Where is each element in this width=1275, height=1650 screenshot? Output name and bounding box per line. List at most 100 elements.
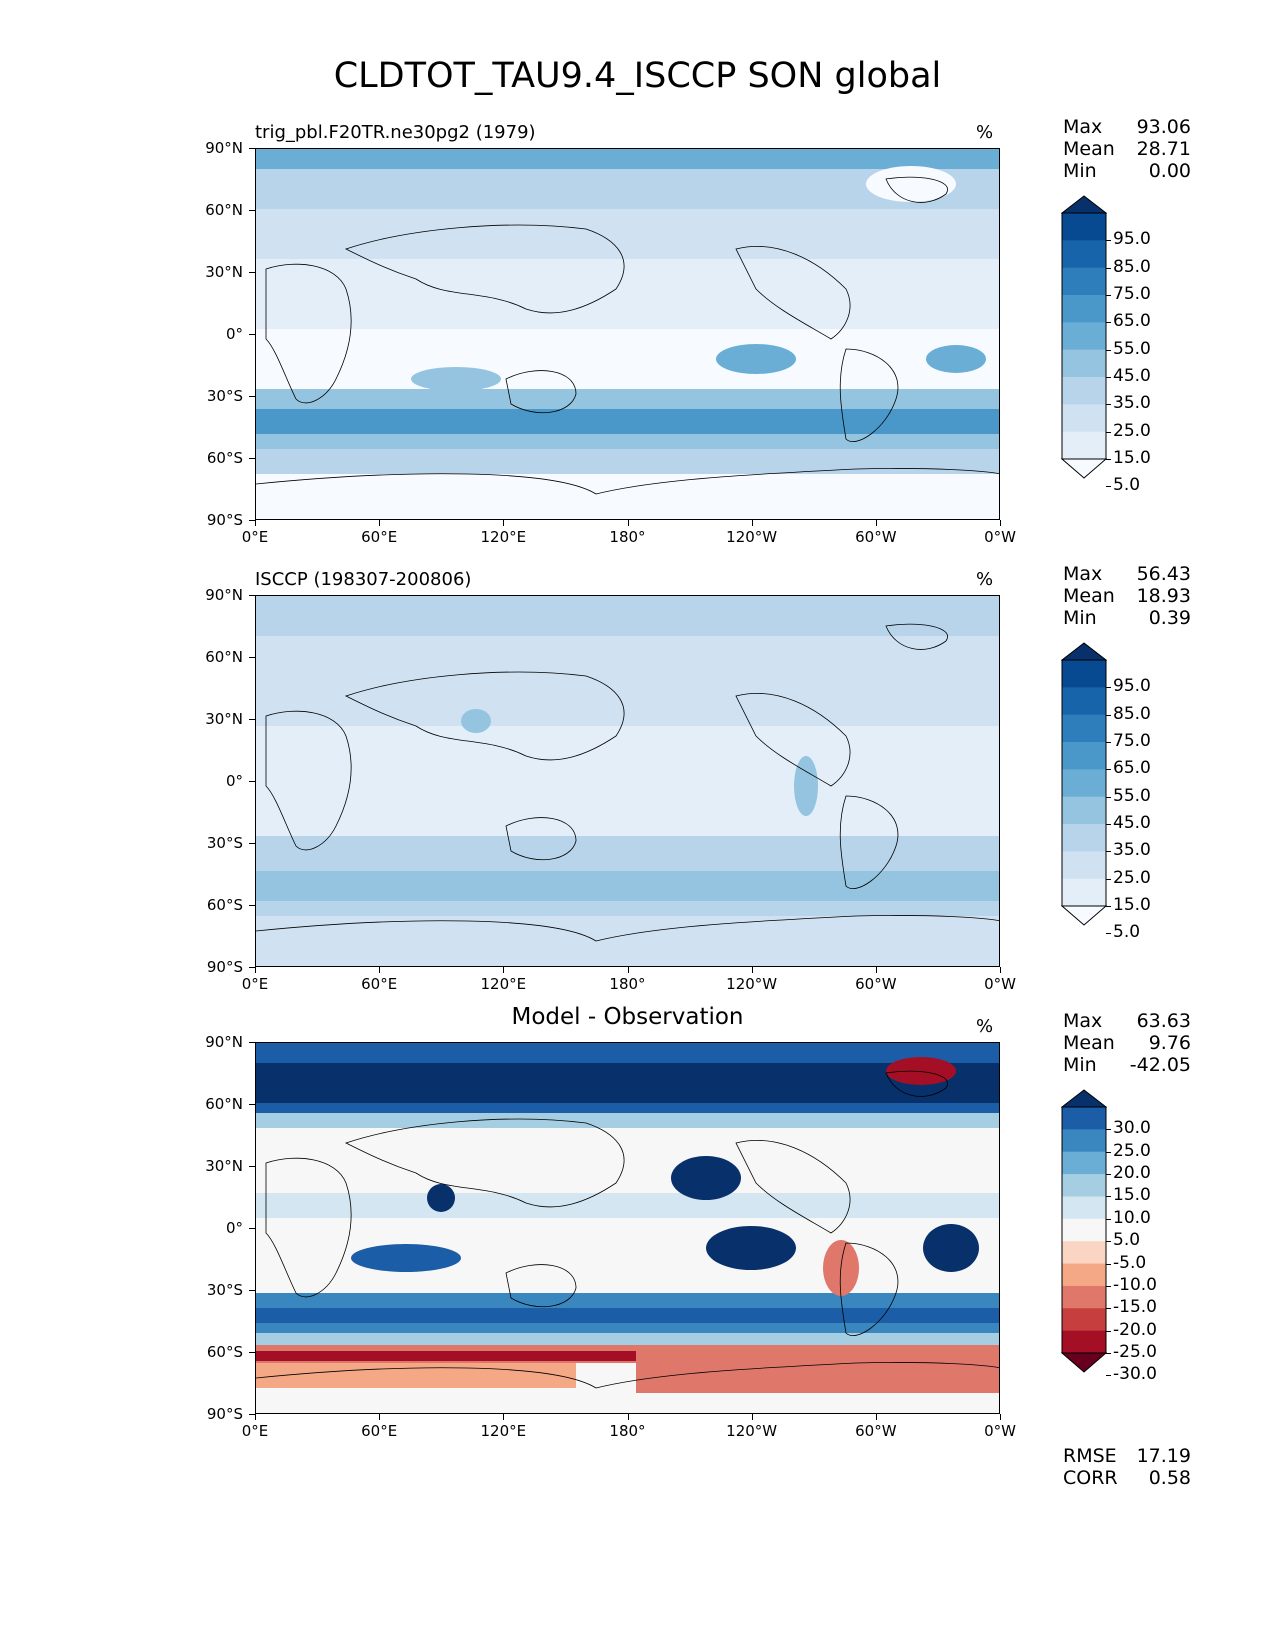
stat-key: Max	[1063, 563, 1103, 585]
lat-tick-mark	[249, 210, 255, 211]
colorbar-label: 30.0	[1113, 1118, 1151, 1139]
colorbar-segment	[1062, 1129, 1106, 1153]
lat-tick-label: 30°N	[205, 263, 243, 281]
colorbar-tick	[1106, 486, 1111, 488]
colorbar-label: 25.0	[1113, 420, 1151, 441]
stat-value: 28.71	[1136, 138, 1191, 160]
lat-tick-label: 90°N	[205, 139, 243, 157]
colorbar-label: -15.0	[1113, 1297, 1157, 1318]
colorbar-label: 95.0	[1113, 676, 1151, 697]
lat-tick-label: 0°	[225, 325, 243, 343]
colorbar-segment	[1062, 1107, 1106, 1130]
colorbar	[1061, 195, 1107, 479]
lat-tick-label: 60°S	[206, 896, 243, 914]
panel-model: trig_pbl.F20TR.ne30pg2 (1979) % Max 93.06…	[0, 116, 1275, 562]
stat-value: 0.39	[1148, 607, 1191, 629]
lon-tick-mark	[627, 520, 629, 526]
stat-key: Mean	[1063, 138, 1115, 160]
colorbar-extend-min	[1061, 905, 1107, 926]
colorbar-segment	[1062, 1263, 1106, 1287]
colorbar-extend-max	[1061, 195, 1107, 214]
lat-tick-mark	[249, 520, 255, 521]
lat-tick-mark	[249, 1042, 255, 1043]
stats-box: Max 93.06 Mean 28.71 Min 0.00	[1063, 116, 1191, 182]
stat-key: Mean	[1063, 1032, 1115, 1054]
map-field-difference	[256, 1043, 999, 1413]
colorbar-segment	[1062, 240, 1106, 269]
stat-value: 9.76	[1148, 1032, 1191, 1054]
colorbar-label: 85.0	[1113, 256, 1151, 277]
lon-tick-label: 180°	[609, 975, 646, 993]
lat-tick-label: 90°N	[205, 586, 243, 604]
colorbar-label: 10.0	[1113, 1207, 1151, 1228]
colorbar-tick	[1106, 404, 1111, 406]
lat-tick-mark	[249, 595, 255, 596]
map-field-observation	[256, 596, 999, 966]
lat-tick-mark	[249, 1166, 255, 1167]
lon-tick-mark	[379, 520, 381, 526]
panel-difference: Model - Observation % Max 63.63 Mean 9.76 …	[0, 1004, 1275, 1456]
panel-title: ISCCP (198307-200806)	[255, 569, 472, 590]
colorbar-tick	[1106, 349, 1111, 351]
lon-tick-mark	[751, 967, 753, 973]
lat-tick-label: 30°S	[206, 1281, 243, 1299]
lon-tick-mark	[1000, 967, 1001, 973]
colorbar-tick	[1106, 796, 1111, 798]
lon-tick-mark	[875, 967, 877, 973]
lon-tick-label: 60°W	[855, 975, 897, 993]
colorbar-segment	[1062, 824, 1106, 852]
colorbar-tick	[1106, 240, 1111, 242]
colorbar-tick	[1106, 295, 1111, 296]
colorbar-tick	[1106, 878, 1111, 880]
colorbar-tick	[1106, 1151, 1111, 1153]
lat-tick-mark	[249, 905, 255, 906]
lon-tick-label: 120°E	[480, 975, 527, 993]
colorbar-extend-min	[1061, 1352, 1107, 1373]
colorbar-tick	[1106, 824, 1111, 825]
colorbar-segment	[1062, 1330, 1106, 1354]
lat-tick-mark	[249, 967, 255, 968]
lon-tick-label: 0°E	[241, 528, 269, 546]
lat-tick-label: 60°N	[205, 1095, 243, 1113]
lon-tick-label: 120°W	[726, 1422, 778, 1440]
lat-tick-label: 90°S	[206, 1405, 243, 1423]
metric-key: RMSE	[1063, 1445, 1117, 1467]
colorbar-segment	[1062, 851, 1106, 880]
stat-value: 18.93	[1136, 585, 1191, 607]
colorbar-label: 15.0	[1113, 895, 1151, 915]
lon-tick-mark	[255, 967, 256, 973]
colorbar-outline	[1061, 1106, 1107, 1354]
colorbar-tick	[1106, 769, 1111, 771]
figure-title: CLDTOT_TAU9.4_ISCCP SON global	[333, 56, 942, 96]
colorbar-segment	[1062, 687, 1106, 716]
colorbar-label: 45.0	[1113, 813, 1151, 833]
stats-box: Max 63.63 Mean 9.76 Min -42.05	[1063, 1010, 1191, 1076]
stat-value: 56.43	[1136, 563, 1191, 585]
stat-value: 0.00	[1148, 160, 1191, 182]
colorbar-tick	[1106, 687, 1111, 689]
colorbar-segment	[1062, 796, 1106, 825]
lat-tick-mark	[249, 1290, 255, 1291]
lat-tick-label: 90°S	[206, 511, 243, 529]
colorbar-label: 65.0	[1113, 758, 1151, 779]
colorbar-label: -20.0	[1113, 1319, 1157, 1340]
lat-tick-label: 30°N	[205, 1157, 243, 1175]
colorbar-label: -30.0	[1113, 1364, 1157, 1385]
colorbar-label: 45.0	[1113, 366, 1151, 386]
colorbar-tick	[1106, 1308, 1111, 1310]
colorbar-label: 65.0	[1113, 311, 1151, 332]
colorbar-label: 25.0	[1113, 867, 1151, 888]
colorbar-label: 55.0	[1113, 785, 1151, 806]
colorbar-label: -10.0	[1113, 1274, 1157, 1295]
colorbar	[1061, 1089, 1107, 1373]
colorbar-segment	[1062, 1241, 1106, 1265]
colorbar-outline	[1061, 659, 1107, 907]
colorbar-tick	[1106, 933, 1111, 935]
colorbar-segment	[1062, 377, 1106, 405]
colorbar-tick	[1106, 1330, 1111, 1332]
colorbar-extend-max	[1061, 642, 1107, 661]
colorbar-label: 35.0	[1113, 393, 1151, 414]
units-label: %	[976, 122, 994, 143]
lat-tick-label: 30°N	[205, 710, 243, 728]
colorbar-label: 95.0	[1113, 229, 1151, 250]
